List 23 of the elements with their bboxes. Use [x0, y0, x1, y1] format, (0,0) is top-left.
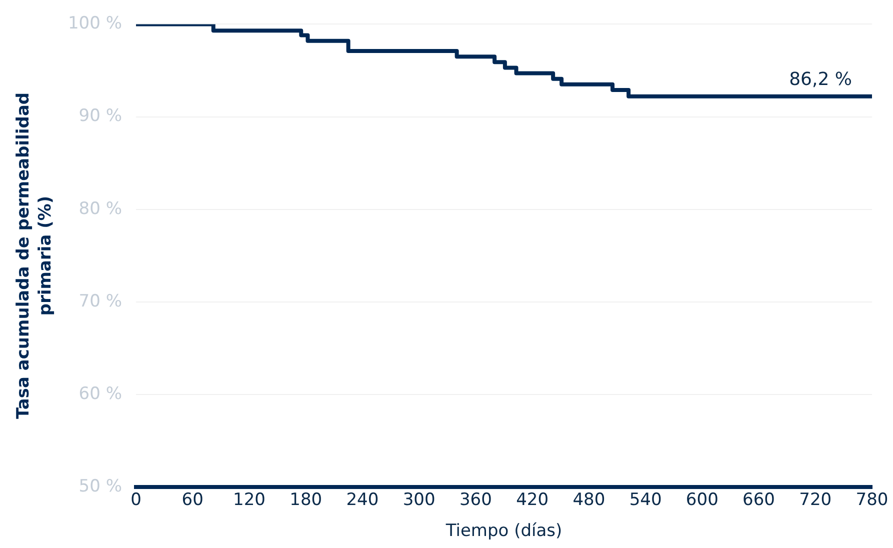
x-tick-label: 540 [629, 490, 662, 510]
x-tick-label: 180 [290, 490, 322, 510]
x-tick-label: 120 [233, 490, 266, 510]
x-tick-label: 300 [402, 490, 436, 510]
x-tick-label: 780 [856, 490, 888, 510]
x-tick-label: 240 [346, 490, 379, 510]
x-tick-label: 480 [572, 490, 606, 510]
y-tick-label: 60 % [78, 384, 122, 404]
y-tick-label: 90 % [78, 106, 122, 126]
x-tick-label: 660 [742, 490, 775, 510]
y-tick-label: 50 % [78, 476, 122, 497]
x-tick-label: 0 [130, 490, 142, 510]
y-tick-label: 70 % [78, 291, 122, 312]
x-tick-label: 600 [686, 490, 718, 510]
y-tick-label: 100 % [68, 14, 122, 34]
x-tick-label: 420 [516, 490, 549, 510]
x-axis-title: Tiempo (días) [444, 521, 562, 542]
y-tick-label: 80 % [78, 198, 122, 219]
x-tick-label: 360 [459, 490, 492, 510]
annotation: 86,2 % [789, 69, 852, 90]
y-axis-title: Tasa acumulada de permeabilidad primaria (%) [13, 92, 56, 419]
x-tick-label: 60 [182, 490, 204, 510]
x-tick-label: 720 [799, 490, 832, 510]
